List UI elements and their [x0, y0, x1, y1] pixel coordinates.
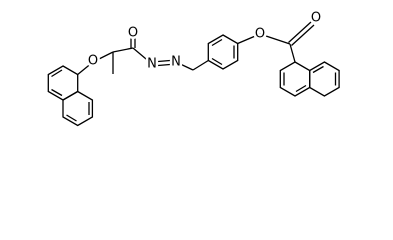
ring: [207, 34, 239, 70]
atom-label: N: [171, 55, 181, 70]
double-bond: [51, 88, 63, 97]
ring: [47, 65, 79, 101]
molecule-diagram: O O N N O O: [47, 8, 340, 127]
double-bond: [211, 38, 223, 47]
double-bond: [66, 114, 77, 122]
bond: [259, 33, 291, 45]
atom-label: O: [255, 27, 265, 42]
ring: [309, 61, 340, 97]
double-bond: [288, 21, 312, 43]
double-bond: [211, 57, 223, 66]
ring: [279, 61, 311, 97]
atom-label: O: [128, 26, 138, 41]
bonds: [47, 21, 340, 127]
bond: [175, 61, 194, 71]
atom-label: O: [88, 54, 98, 69]
bond: [92, 51, 114, 63]
double-bond: [291, 24, 315, 46]
double-bond: [151, 63, 177, 67]
bond: [112, 47, 134, 53]
bond: [77, 61, 94, 76]
double-bond: [312, 65, 324, 74]
atom-label: O: [311, 11, 321, 26]
double-bond: [51, 69, 63, 78]
bond: [132, 47, 153, 65]
ring: [62, 90, 94, 127]
bond: [289, 43, 296, 63]
atom-label: N: [147, 57, 157, 72]
atom-labels: O O N N O O: [85, 8, 323, 74]
bond: [192, 59, 209, 71]
double-bond: [295, 84, 307, 93]
bond: [237, 33, 261, 45]
double-bond: [151, 59, 177, 63]
